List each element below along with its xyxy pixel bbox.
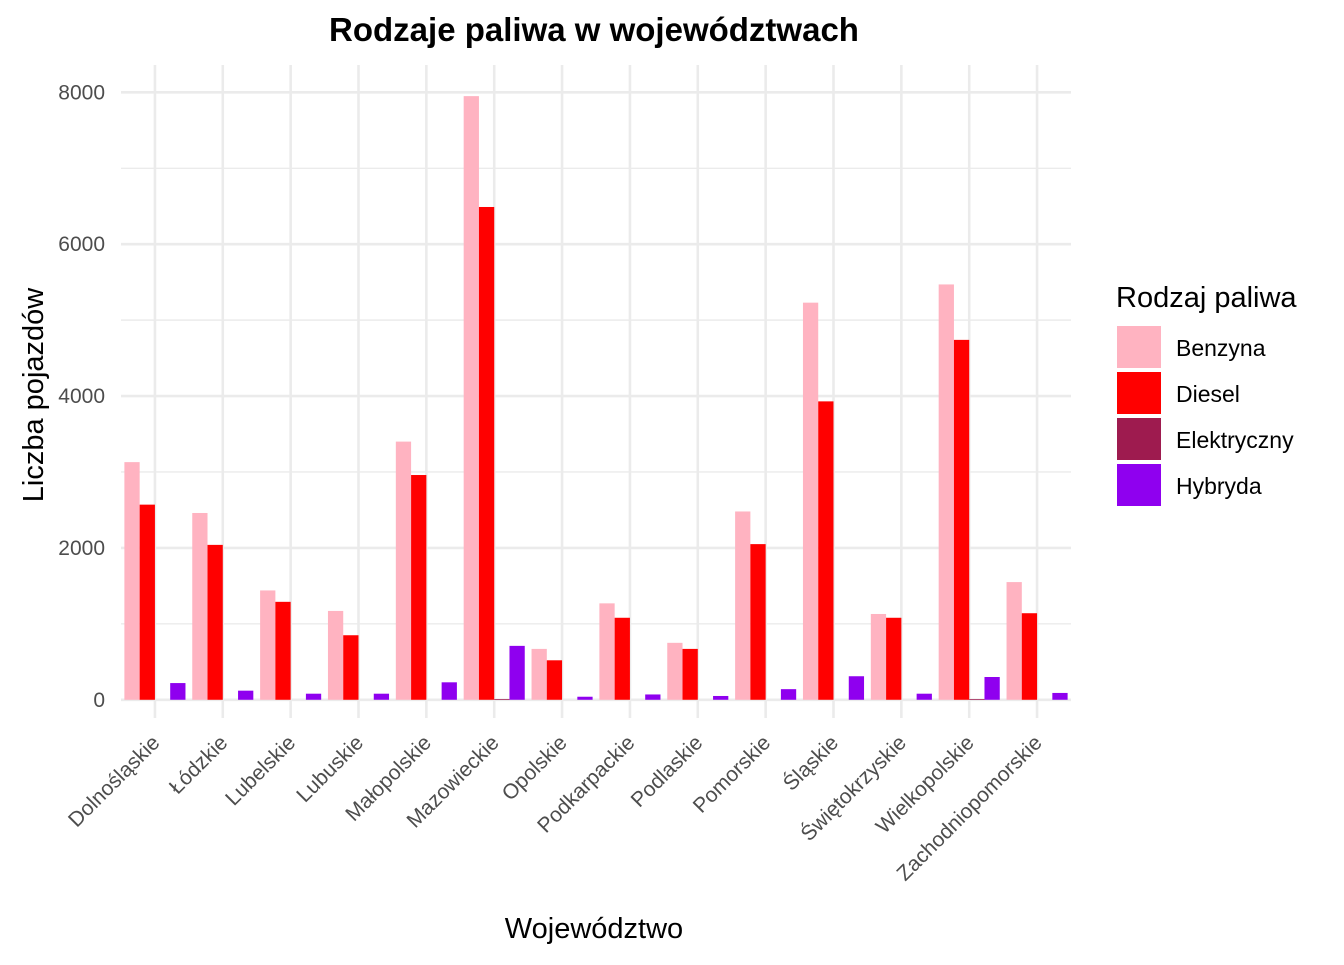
bar-elektryczny-12 — [969, 699, 985, 700]
legend-label-hybryda: Hybryda — [1176, 473, 1262, 499]
legend-swatch-diesel — [1117, 372, 1161, 414]
x-axis-ticks: Dolnośląskie ŁódzkieLubelskieLubuskieMało… — [64, 731, 1047, 886]
bar-benzyna-0 — [124, 462, 140, 700]
y-tick-label: 0 — [93, 689, 105, 712]
bar-diesel-1 — [207, 544, 223, 700]
legend-items: Benzyna Diesel Elektryczny Hybryda — [1117, 326, 1294, 506]
bar-benzyna-11 — [870, 613, 887, 700]
y-tick-label: 4000 — [58, 385, 105, 408]
bar-diesel-0 — [139, 504, 155, 700]
bar-hybryda-6 — [577, 696, 593, 700]
bar-hybryda-3 — [373, 693, 390, 700]
y-axis-ticks: 0 2000 4000 6000 8000 — [58, 81, 105, 711]
legend-swatch-elektryczny — [1117, 418, 1161, 460]
x-tick-label: Lubelskie — [221, 731, 300, 810]
bar-benzyna-3 — [327, 610, 344, 700]
bar-benzyna-4 — [395, 441, 412, 700]
bar-diesel-5 — [478, 206, 495, 700]
x-tick-label: Dolnośląskie — [64, 731, 164, 831]
bar-diesel-12 — [953, 339, 970, 700]
legend-swatch-hybryda — [1117, 464, 1161, 506]
bar-benzyna-5 — [463, 96, 479, 700]
bar-hybryda-9 — [780, 689, 797, 700]
bar-hybryda-13 — [1052, 692, 1068, 700]
legend-swatch-benzyna — [1117, 326, 1161, 368]
bar-benzyna-9 — [735, 511, 751, 700]
bar-benzyna-7 — [599, 603, 615, 700]
bar-diesel-8 — [682, 648, 698, 700]
bar-hybryda-5 — [509, 645, 525, 700]
legend: Rodzaj paliwa Benzyna Diesel Elektryczny Hy… — [1116, 282, 1297, 506]
bar-benzyna-1 — [192, 512, 208, 700]
bar-diesel-11 — [886, 617, 902, 700]
bar-benzyna-8 — [667, 642, 683, 700]
bar-elektryczny-5 — [494, 699, 510, 700]
bar-hybryda-2 — [305, 693, 322, 700]
bar-hybryda-10 — [848, 676, 865, 700]
bar-diesel-2 — [275, 601, 291, 700]
y-tick-label: 2000 — [58, 537, 105, 560]
y-tick-label: 8000 — [58, 81, 105, 104]
bar-hybryda-1 — [238, 690, 254, 700]
bar-hybryda-8 — [713, 695, 729, 700]
bar-diesel-3 — [343, 635, 359, 700]
bar-hybryda-11 — [916, 693, 932, 700]
bar-hybryda-7 — [645, 694, 661, 700]
chart-title: Rodzaje paliwa w województwach — [329, 11, 859, 48]
bar-benzyna-12 — [938, 284, 954, 700]
bar-benzyna-13 — [1006, 582, 1022, 700]
bar-hybryda-0 — [170, 683, 186, 700]
bar-diesel-7 — [614, 617, 630, 700]
bar-diesel-4 — [411, 475, 427, 700]
bar-diesel-10 — [818, 401, 834, 700]
bar-benzyna-2 — [260, 590, 276, 700]
bars — [124, 96, 1068, 700]
bar-diesel-13 — [1021, 613, 1038, 700]
bar-diesel-9 — [750, 544, 766, 700]
x-tick-label: Łódzkie — [165, 731, 232, 798]
legend-label-benzyna: Benzyna — [1176, 335, 1266, 361]
x-axis-title: Województwo — [505, 913, 683, 945]
bar-hybryda-12 — [984, 677, 1000, 700]
legend-title: Rodzaj paliwa — [1116, 282, 1297, 314]
bar-hybryda-4 — [441, 682, 457, 700]
x-tick-label: Śląskie — [778, 731, 843, 796]
y-tick-label: 6000 — [58, 233, 105, 256]
legend-label-diesel: Diesel — [1176, 381, 1240, 407]
bar-benzyna-6 — [531, 648, 547, 700]
y-axis-title: Liczba pojazdów — [18, 287, 50, 502]
bar-diesel-6 — [546, 660, 563, 700]
bar-benzyna-10 — [802, 302, 819, 700]
legend-label-elektryczny: Elektryczny — [1176, 427, 1294, 453]
